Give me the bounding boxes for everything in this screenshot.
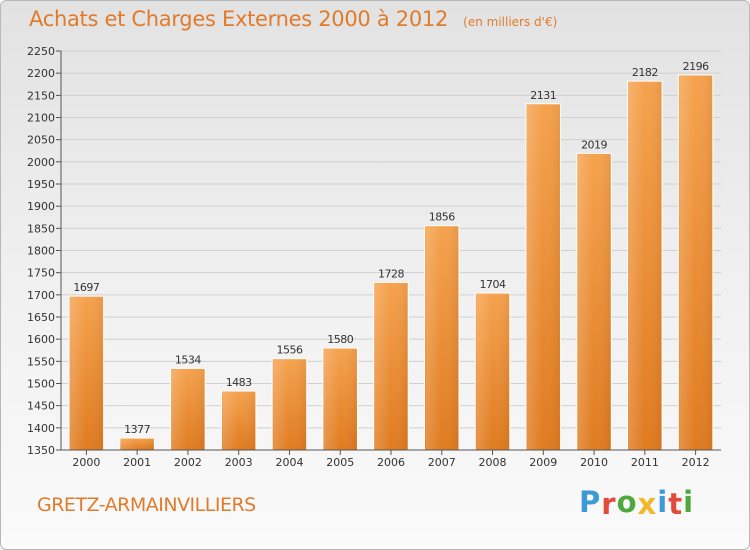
bar-value-label: 1377 [124, 423, 150, 436]
y-tick-label: 1700 [27, 289, 55, 302]
y-tick-label: 1650 [27, 311, 55, 324]
y-tick-label: 2250 [27, 45, 55, 58]
bar-shading [527, 104, 560, 451]
y-tick-label: 2200 [27, 67, 55, 80]
y-tick-label: 1950 [27, 178, 55, 191]
bar-value-label: 1580 [327, 333, 353, 346]
x-tick-label: 2004 [275, 456, 303, 469]
x-tick-label: 2003 [225, 456, 253, 469]
y-tick-label: 1850 [27, 222, 55, 235]
bar-shading [628, 82, 662, 450]
bar-shading [273, 359, 306, 450]
x-tick-label: 2008 [479, 456, 507, 469]
x-tick-label: 2005 [326, 456, 354, 469]
bar-shading [171, 369, 205, 450]
bar-shading [679, 75, 712, 450]
logo-letter: r [601, 487, 617, 521]
x-tick-label: 2012 [682, 456, 710, 469]
x-tick-label: 2002 [174, 456, 202, 469]
y-tick-label: 1500 [27, 378, 55, 391]
y-tick-label: 1750 [27, 267, 55, 280]
logo-letter: i [657, 485, 669, 519]
proxiti-logo: Proxiti [579, 485, 695, 521]
x-tick-label: 2006 [377, 456, 405, 469]
bar-shading [120, 439, 154, 450]
bar-shading [577, 154, 611, 450]
bar-value-label: 1856 [429, 211, 455, 224]
bar-value-label: 1704 [480, 278, 506, 291]
bar-value-label: 2019 [581, 138, 607, 151]
place-name: GRETZ-ARMAINVILLIERS [37, 494, 256, 516]
bar-shading [323, 349, 357, 450]
y-tick-label: 1550 [27, 355, 55, 368]
bar-value-label: 2196 [683, 60, 709, 73]
y-tick-label: 1900 [27, 200, 55, 213]
bar-value-label: 1556 [276, 344, 302, 357]
title-row: Achats et Charges Externes 2000 à 2012 (… [29, 7, 557, 31]
bar-shading [374, 283, 408, 450]
x-tick-label: 2007 [428, 456, 456, 469]
y-tick-label: 1450 [27, 400, 55, 413]
logo-letter: t [668, 487, 684, 521]
bar-value-label: 1483 [226, 376, 252, 389]
y-axis: 1350 1400 1450 1500 1550 1600 1650 1700 1750 1800… [27, 45, 62, 457]
bar-shading [425, 226, 459, 450]
bar-value-label: 1728 [378, 267, 404, 280]
x-axis: 2000 2001 2002 2003 2004 2005 2006 2007 2008 2009… [61, 449, 721, 469]
x-tick-label: 2009 [529, 456, 557, 469]
logo-letter: P [579, 485, 602, 519]
y-tick-label: 2050 [27, 134, 55, 147]
chart-unit: (en milliers d'€) [463, 15, 558, 29]
logo-letter: i [683, 485, 695, 519]
logo-letter: x [637, 487, 658, 521]
chart-title: Achats et Charges Externes 2000 à 2012 [29, 7, 449, 31]
y-tick-label: 1800 [27, 245, 55, 258]
y-tick-label: 2000 [27, 156, 55, 169]
bar-value-label: 1697 [73, 281, 99, 294]
bar-shading [70, 297, 103, 450]
y-tick-label: 1350 [27, 444, 55, 457]
bar-shading [476, 294, 509, 450]
y-tick-label: 2150 [27, 89, 55, 102]
bar-shading [222, 392, 255, 450]
x-tick-label: 2001 [123, 456, 151, 469]
y-tick-label: 1400 [27, 422, 55, 435]
y-tick-label: 2100 [27, 112, 55, 125]
logo-letter: o [616, 485, 638, 519]
bar-value-label: 2182 [632, 66, 658, 79]
x-tick-label: 2010 [580, 456, 608, 469]
x-tick-label: 2011 [631, 456, 659, 469]
y-tick-label: 1600 [27, 333, 55, 346]
bar-value-label: 2131 [530, 89, 556, 102]
x-tick-label: 2000 [72, 456, 100, 469]
bars: 1697 1377 1534 1483 1556 1580 1728 1856 1704 2131… [68, 60, 714, 451]
bar-value-label: 1534 [175, 353, 201, 366]
